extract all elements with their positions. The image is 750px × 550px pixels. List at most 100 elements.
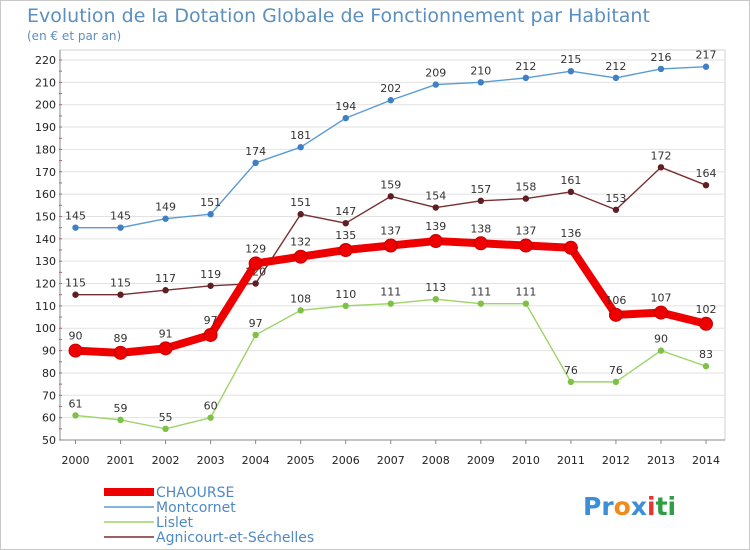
data-point — [657, 164, 665, 171]
data-label: 117 — [155, 272, 176, 285]
data-point — [387, 193, 394, 200]
data-label: 135 — [335, 229, 356, 242]
data-point — [72, 412, 79, 419]
data-point — [207, 282, 214, 289]
data-label: 217 — [696, 49, 717, 62]
data-label: 159 — [380, 178, 401, 191]
data-label: 145 — [65, 210, 86, 223]
y-tick-label: 150 — [35, 210, 56, 223]
data-label: 145 — [110, 210, 131, 223]
data-label: 138 — [470, 222, 491, 235]
data-label: 137 — [515, 225, 536, 238]
data-point — [657, 347, 665, 354]
x-tick-label: 2003 — [197, 454, 225, 467]
y-tick-label: 200 — [35, 99, 56, 112]
data-point — [252, 280, 259, 287]
data-label: 115 — [65, 277, 86, 290]
plot-area: 50 60 70 80 90 100 110 120 130 140 150 160 170 180 190… — [35, 49, 726, 467]
data-point — [113, 345, 128, 360]
data-point — [297, 211, 304, 218]
logo-letter: i — [647, 492, 656, 521]
y-tick-label: 70 — [42, 389, 56, 402]
x-tick-label: 2004 — [242, 454, 270, 467]
data-point — [612, 74, 620, 82]
y-tick-label: 160 — [35, 188, 56, 201]
data-point — [338, 243, 353, 257]
legend-label: Montcornet — [156, 500, 236, 516]
x-tick-label: 2014 — [692, 454, 720, 467]
data-label: 97 — [204, 314, 218, 327]
y-tick-label: 100 — [35, 322, 56, 335]
data-label: 111 — [515, 286, 536, 299]
data-point — [432, 204, 439, 211]
x-tick-label: 2010 — [512, 454, 540, 467]
series-chaourse: 90 89 91 97 129 132 135 137 139 138 137 136 106 107 10… — [68, 220, 717, 360]
data-label: 157 — [470, 183, 491, 196]
x-tick-label: 2007 — [377, 454, 405, 467]
data-label: 115 — [110, 277, 131, 290]
data-point — [158, 341, 173, 356]
y-tick-label: 170 — [35, 166, 56, 179]
data-point — [207, 211, 214, 218]
data-label: 60 — [204, 400, 218, 413]
data-label: 209 — [425, 67, 446, 80]
data-point — [72, 291, 79, 298]
data-label: 89 — [114, 332, 128, 345]
y-tick-label: 90 — [42, 345, 56, 358]
data-label: 174 — [245, 145, 266, 158]
logo-letter: i — [668, 492, 677, 521]
y-tick-label: 130 — [35, 255, 56, 268]
legend-label: Agnicourt-et-Séchelles — [156, 530, 314, 546]
y-tick-label: 140 — [35, 233, 56, 246]
data-point — [657, 65, 665, 73]
data-point — [203, 327, 218, 342]
data-point — [207, 414, 214, 421]
x-tick-label: 2008 — [422, 454, 450, 467]
data-label: 212 — [605, 60, 626, 73]
x-tick-label: 2009 — [467, 454, 495, 467]
data-point — [477, 300, 485, 307]
data-point — [387, 97, 394, 104]
data-point — [248, 256, 263, 271]
x-tick-label: 2006 — [332, 454, 360, 467]
data-label: 215 — [560, 53, 581, 66]
data-point — [342, 219, 349, 227]
data-point — [383, 238, 398, 253]
chart-subtitle: (en € et par an) — [27, 29, 121, 43]
y-tick-label: 180 — [35, 143, 56, 156]
data-point — [702, 63, 710, 70]
y-tick-label: 110 — [35, 300, 56, 313]
data-label: 137 — [380, 225, 401, 238]
x-tick-label: 2000 — [62, 454, 90, 467]
logo-letter: x — [631, 492, 647, 521]
data-point — [162, 215, 169, 222]
logo-letter: t — [656, 492, 668, 521]
legend: CHAOURSEMontcornetLisletAgnicourt-et-Séc… — [104, 485, 314, 546]
data-label: 111 — [380, 286, 401, 299]
legend-label: Lislet — [156, 515, 193, 531]
data-label: 194 — [335, 100, 356, 113]
data-label: 172 — [650, 149, 671, 162]
data-label: 107 — [650, 292, 671, 305]
data-label: 119 — [200, 268, 221, 281]
data-label: 110 — [335, 288, 356, 301]
data-label: 153 — [605, 192, 626, 205]
data-point — [162, 287, 169, 294]
data-point — [518, 238, 533, 253]
data-label: 55 — [159, 411, 173, 424]
data-point — [342, 114, 349, 122]
x-tick-label: 2001 — [107, 454, 135, 467]
legend-label: CHAOURSE — [156, 485, 234, 501]
series-lislet: 61 59 55 60 97 108 110 111 113 111 111 76 76 90 83 — [69, 281, 713, 433]
data-point — [428, 234, 443, 249]
data-point — [608, 307, 623, 322]
data-label: 210 — [470, 64, 491, 77]
data-label: 91 — [159, 327, 173, 340]
data-label: 106 — [605, 294, 626, 307]
data-point — [68, 343, 83, 358]
data-label: 161 — [560, 174, 581, 187]
data-point — [612, 378, 620, 386]
data-label: 151 — [290, 196, 311, 209]
series-montcornet: 145 145 149 151 174 181 194 202 209 210 212 215 212 2… — [65, 49, 717, 231]
